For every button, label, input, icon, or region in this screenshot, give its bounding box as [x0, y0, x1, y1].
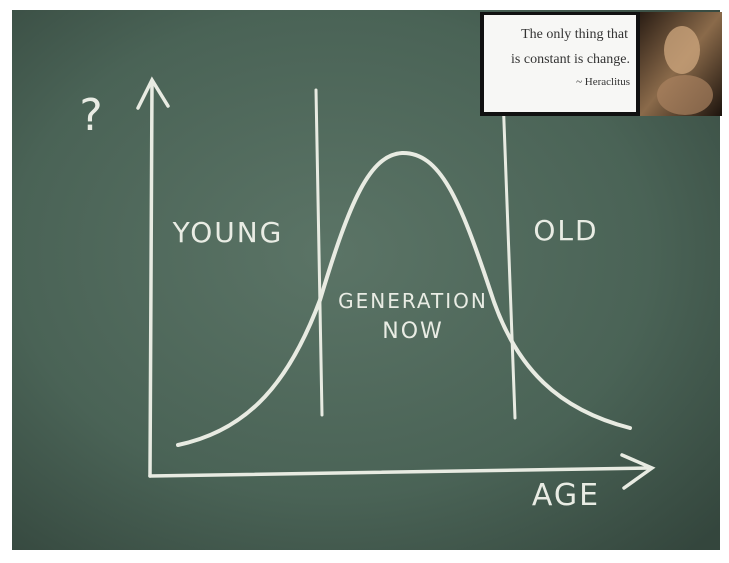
y-arrow [136, 76, 170, 110]
bell-curve [176, 150, 632, 447]
quote-line: The only thing that [521, 27, 628, 42]
young-label: YOUNG [172, 216, 284, 249]
x-label: AGE [532, 478, 600, 513]
old-label: OLD [533, 214, 598, 247]
divider-left [314, 88, 324, 417]
y-axis [148, 80, 154, 478]
middle-label: NOW [382, 319, 444, 344]
drawing [136, 13, 656, 490]
middle-label: GENERATION [338, 289, 488, 313]
x-axis [148, 466, 652, 478]
quote-line: is constant is change. [511, 52, 630, 67]
x-arrow [620, 453, 656, 490]
y-label: ? [79, 90, 104, 141]
quote-attribution: ~ Heraclitus [576, 76, 630, 88]
bust-body [657, 75, 713, 115]
bust-head [664, 26, 700, 74]
quote-box [484, 15, 636, 112]
